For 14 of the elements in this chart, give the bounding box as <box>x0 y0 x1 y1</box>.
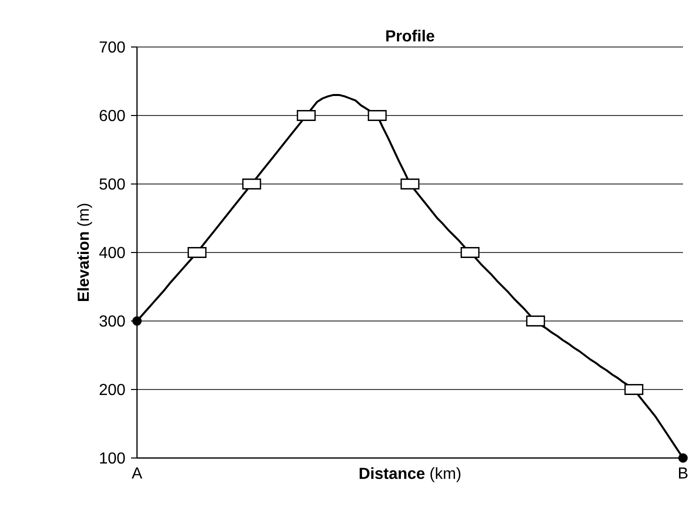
y-tick-label: 200 <box>100 384 125 396</box>
y-tick-label: 300 <box>100 315 125 327</box>
y-tick-label: 100 <box>100 452 125 464</box>
y-tick-label: 400 <box>99 246 125 258</box>
y-tick-label: 500 <box>100 178 125 190</box>
point <box>132 316 142 326</box>
y-tick-label: 600 <box>100 110 125 122</box>
chart-title: Profile <box>386 30 434 42</box>
y-tick-label: 700 <box>100 41 125 53</box>
x-tick-label: B <box>679 468 688 478</box>
point <box>678 453 688 463</box>
y-axis-title: Elevation (m) <box>77 204 92 302</box>
x-tick-label: A <box>132 468 142 478</box>
x-axis-title: Distance (km) <box>360 467 460 482</box>
